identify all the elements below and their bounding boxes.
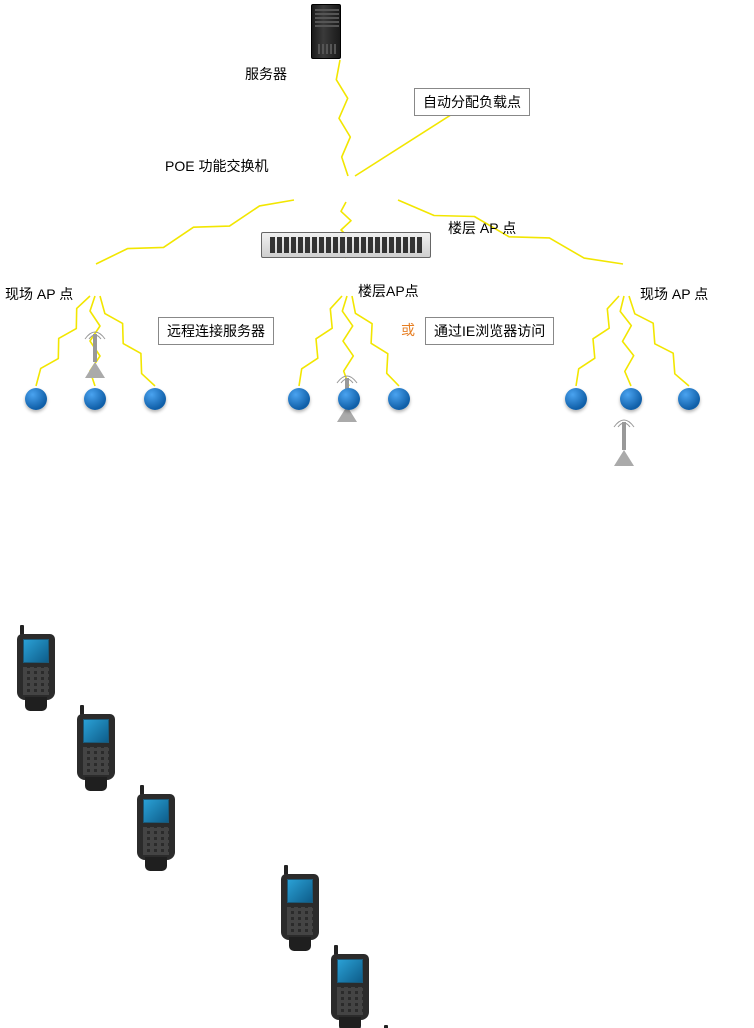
- site-ap-right-label: 现场 AP 点: [640, 284, 708, 304]
- terminal-dot-icon: [678, 388, 700, 410]
- handheld-device-icon: [77, 711, 115, 791]
- poe-switch-label: POE 功能交换机: [165, 156, 268, 176]
- terminal-dot-icon: [565, 388, 587, 410]
- terminal-dot-icon: [388, 388, 410, 410]
- terminal-dot-icon: [84, 388, 106, 410]
- floor-ap2-label: 楼层AP点: [358, 281, 419, 301]
- auto-distribute-label: 自动分配负载点: [414, 88, 530, 116]
- handheld-device-icon: [137, 791, 175, 871]
- remote-connect-label: 远程连接服务器: [158, 317, 274, 345]
- handheld-device-icon: [331, 951, 369, 1028]
- terminal-dot-icon: [338, 388, 360, 410]
- site-ap-left-label: 现场 AP 点: [5, 284, 73, 304]
- terminal-dot-icon: [144, 388, 166, 410]
- handheld-device-icon: [17, 631, 55, 711]
- browser-access-label: 通过IE浏览器访问: [425, 317, 554, 345]
- terminal-dot-icon: [288, 388, 310, 410]
- ap-antenna-icon: [614, 422, 634, 466]
- handheld-device-icon: [281, 871, 319, 951]
- server-label: 服务器: [245, 64, 287, 84]
- terminal-dot-icon: [25, 388, 47, 410]
- terminal-dot-icon: [620, 388, 642, 410]
- ap-antenna-icon: [85, 334, 105, 378]
- floor-ap-label: 楼层 AP 点: [448, 218, 516, 238]
- switch-icon: [261, 232, 431, 258]
- server-icon: [311, 4, 341, 59]
- or-label: 或: [401, 320, 415, 340]
